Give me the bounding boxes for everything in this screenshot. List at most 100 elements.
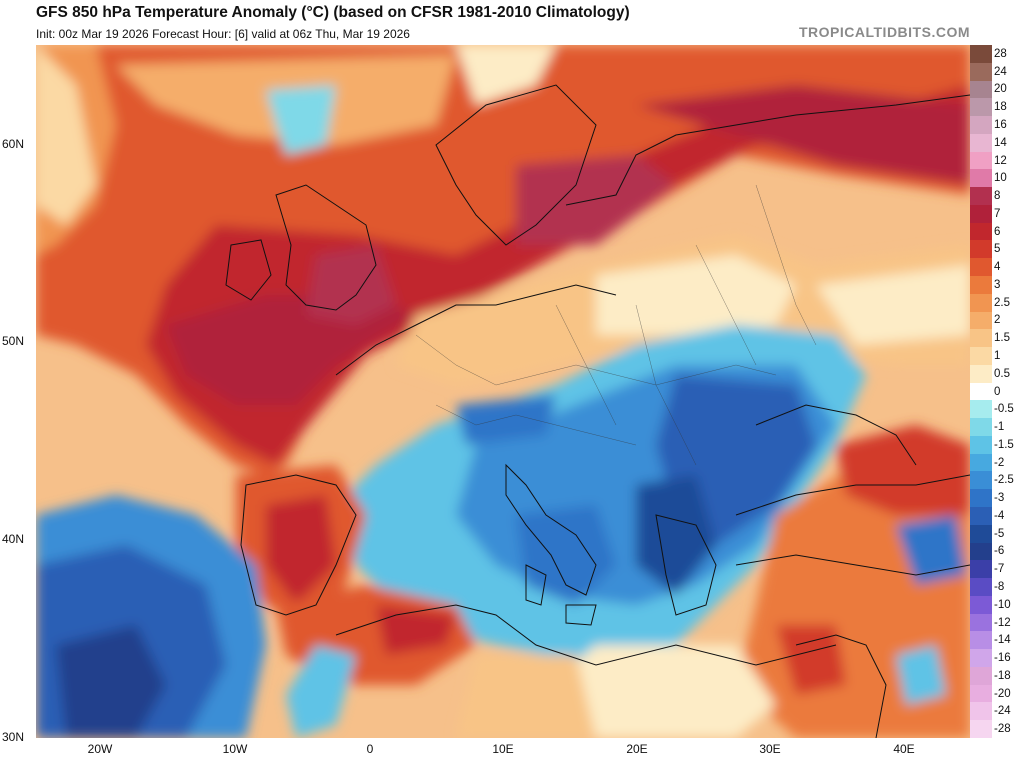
colorbar-swatch <box>970 595 992 615</box>
colorbar-label: 2 <box>994 314 1001 327</box>
lon-label: 30E <box>759 742 781 756</box>
colorbar-swatch <box>970 382 992 401</box>
lon-label: 20W <box>87 742 113 756</box>
colorbar-label: 16 <box>994 118 1007 131</box>
anomaly-shading <box>36 45 970 738</box>
colorbar-label: -6 <box>994 545 1005 558</box>
turkey-coast <box>735 554 970 576</box>
colorbar-swatch <box>970 116 992 135</box>
colorbar-label: -10 <box>994 598 1011 611</box>
colorbar-swatch <box>970 293 992 313</box>
colorbar-swatch <box>970 613 992 632</box>
lat-label: 50N <box>2 334 25 348</box>
colorbar-label: 4 <box>994 261 1001 274</box>
colorbar-label: -14 <box>994 634 1011 647</box>
colorbar-swatch <box>970 45 992 64</box>
colorbar-swatch <box>970 169 992 188</box>
colorbar-swatch <box>970 98 992 117</box>
colorbar-swatch <box>970 542 992 561</box>
colorbar-swatch <box>970 347 992 366</box>
colorbar-swatch <box>970 80 992 99</box>
colorbar-label: -5 <box>994 527 1005 540</box>
colorbar-label: 6 <box>994 225 1001 238</box>
colorbar-swatch <box>970 649 992 668</box>
colorbar-label: -18 <box>994 669 1011 682</box>
colorbar-swatch <box>970 62 992 82</box>
colorbar-swatch <box>970 489 992 508</box>
ireland-outline <box>225 239 272 301</box>
lon-label: 10W <box>222 742 248 756</box>
forecast-info: Init: 00z Mar 19 2026 Forecast Hour: [6]… <box>36 27 410 41</box>
colorbar-swatch <box>970 258 992 277</box>
colorbar-label: 10 <box>994 172 1007 185</box>
lat-label: 40N <box>2 532 25 546</box>
borders <box>415 184 817 466</box>
colorbar-swatch <box>970 222 992 241</box>
colorbar-swatch <box>970 151 992 170</box>
colorbar-label: -20 <box>994 687 1011 700</box>
colorbar-label: -16 <box>994 652 1011 665</box>
black-sea-south-coast <box>735 474 970 516</box>
colorbar-label: 24 <box>994 65 1007 78</box>
lat-label: 60N <box>2 137 25 151</box>
colorbar-label: -24 <box>994 705 1011 718</box>
north-coast <box>335 284 617 376</box>
colorbar-swatch <box>970 418 992 437</box>
colorbar-label: -0.5 <box>994 403 1014 416</box>
lat-label: 30N <box>2 730 25 744</box>
colorbar-label: 8 <box>994 190 1001 203</box>
colorbar-swatch <box>970 329 992 348</box>
colorbar-label: 7 <box>994 207 1001 220</box>
lon-label: 10E <box>492 742 514 756</box>
colorbar-swatch <box>970 507 992 526</box>
colorbar-label: 0.5 <box>994 367 1010 380</box>
colorbar-label: -1 <box>994 421 1005 434</box>
anomaly-map <box>36 45 970 738</box>
scandinavia-outline <box>435 84 597 246</box>
colorbar-label: -2 <box>994 456 1005 469</box>
black-sea-north-coast <box>755 404 917 466</box>
map-title: GFS 850 hPa Temperature Anomaly (°C) (ba… <box>36 4 630 21</box>
anomaly-field <box>36 45 970 738</box>
colorbar-swatch <box>970 702 992 721</box>
iberia-outline <box>240 474 357 616</box>
colorbar-swatch <box>970 311 992 330</box>
colorbar <box>970 45 992 739</box>
colorbar-label: -4 <box>994 509 1005 522</box>
colorbar-label: -3 <box>994 492 1005 505</box>
colorbar-label: 12 <box>994 154 1007 167</box>
colorbar-label: 5 <box>994 243 1001 256</box>
colorbar-label: -7 <box>994 563 1005 576</box>
colorbar-swatch <box>970 276 992 295</box>
colorbar-label: 18 <box>994 101 1007 114</box>
colorbar-label: -2.5 <box>994 474 1014 487</box>
baltic-coast <box>565 94 970 206</box>
colorbar-label: 14 <box>994 136 1007 149</box>
colorbar-label: -28 <box>994 723 1011 736</box>
colorbar-label: -8 <box>994 580 1005 593</box>
colorbar-swatch <box>970 364 992 384</box>
colorbar-swatch <box>970 578 992 597</box>
colorbar-swatch <box>970 524 992 544</box>
levant-coast <box>795 634 887 738</box>
coastlines <box>225 84 970 738</box>
colorbar-label: -1.5 <box>994 438 1014 451</box>
lon-label: 20E <box>626 742 648 756</box>
colorbar-label: 1 <box>994 349 1001 362</box>
sicily-outline <box>565 604 597 626</box>
colorbar-swatch <box>970 435 992 455</box>
colorbar-label: 28 <box>994 47 1007 60</box>
colorbar-label: 2.5 <box>994 296 1010 309</box>
sardinia-outline <box>525 564 547 606</box>
colorbar-swatch <box>970 666 992 686</box>
colorbar-swatch <box>970 133 992 153</box>
north-africa-coast <box>335 604 837 666</box>
colorbar-swatch <box>970 684 992 703</box>
colorbar-swatch <box>970 471 992 490</box>
colorbar-label: 0 <box>994 385 1001 398</box>
colorbar-swatch <box>970 400 992 419</box>
colorbar-label: 1.5 <box>994 332 1010 345</box>
colorbar-label: 20 <box>994 83 1007 96</box>
lon-label: 40E <box>893 742 915 756</box>
great-britain-outline <box>275 184 377 311</box>
